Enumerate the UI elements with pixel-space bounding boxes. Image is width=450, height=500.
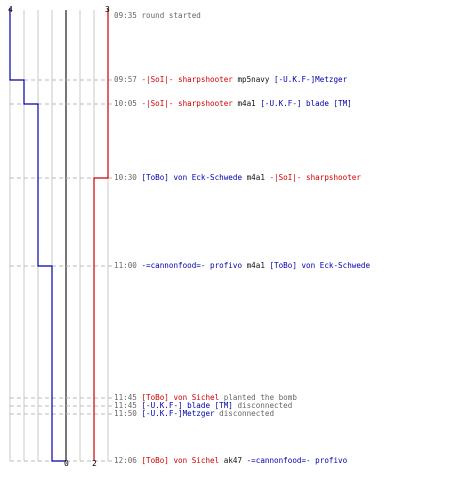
event-text: -|SoI|- sharpshooter: [141, 99, 233, 108]
event-time: 11:45: [114, 393, 142, 402]
event-time: 11:45: [114, 401, 142, 410]
event-time: 10:30: [114, 173, 142, 182]
event-guide-lines: [10, 79, 112, 462]
event-text: planted the bomb: [219, 393, 297, 402]
event-text: [ToBo] von Eck-Schwede: [269, 261, 371, 270]
event-text: [-U.K.F-]Metzger: [274, 75, 348, 84]
event-text: disconnected: [214, 409, 275, 418]
event-time: 09:35: [114, 11, 142, 20]
event-text: m4a1: [242, 261, 270, 270]
event-text: [-U.K.F-]Metzger: [141, 409, 215, 418]
event-time: 09:57: [114, 75, 142, 84]
event-text: ak47: [219, 456, 247, 465]
event-text: [-U.K.F-] blade [TM]: [260, 99, 352, 108]
event-time: 11:00: [114, 261, 142, 270]
blue-start-count: 4: [8, 5, 13, 14]
event-row: 09:57 -|SoI|- sharpshooter mp5navy [-U.K…: [114, 75, 347, 84]
event-row: 10:30 [ToBo] von Eck-Schwede m4a1 -|SoI|…: [114, 173, 361, 182]
event-row: 11:50 [-U.K.F-]Metzger disconnected: [114, 409, 274, 418]
event-time: 12:06: [114, 456, 142, 465]
event-text: -|SoI|- sharpshooter: [141, 75, 233, 84]
event-text: round started: [141, 11, 201, 20]
red-start-count: 3: [105, 5, 110, 14]
event-text: m4a1: [242, 173, 270, 182]
event-row: 09:35 round started: [114, 11, 201, 20]
event-text: -|SoI|- sharpshooter: [269, 173, 361, 182]
blue-team-count-line: [9, 8, 66, 462]
event-row: 11:45 [ToBo] von Sichel planted the bomb: [114, 393, 297, 402]
event-text: -=cannonfood=- profivo: [141, 261, 243, 270]
event-text: [ToBo] von Sichel: [141, 456, 220, 465]
event-time: 10:05: [114, 99, 142, 108]
event-time: 11:50: [114, 409, 142, 418]
event-text: -=cannonfood=- profivo: [246, 456, 348, 465]
event-row: 11:45 [-U.K.F-] blade [TM] disconnected: [114, 401, 292, 410]
event-text: m4a1: [232, 99, 261, 108]
event-text: [ToBo] von Eck-Schwede: [141, 173, 243, 182]
event-text: [ToBo] von Sichel: [141, 393, 220, 402]
event-row: 12:06 [ToBo] von Sichel ak47 -=cannonfoo…: [114, 456, 347, 465]
event-text: mp5navy: [232, 75, 275, 84]
event-row: 11:00 -=cannonfood=- profivo m4a1 [ToBo]…: [114, 261, 370, 270]
red-team-count-line: [93, 8, 109, 461]
event-row: 10:05 -|SoI|- sharpshooter m4a1 [-U.K.F-…: [114, 99, 352, 108]
red-end-count: 2: [92, 459, 97, 468]
event-text: [-U.K.F-] blade [TM]: [141, 401, 233, 410]
event-text: disconnected: [232, 401, 293, 410]
blue-end-count: 0: [64, 459, 69, 468]
